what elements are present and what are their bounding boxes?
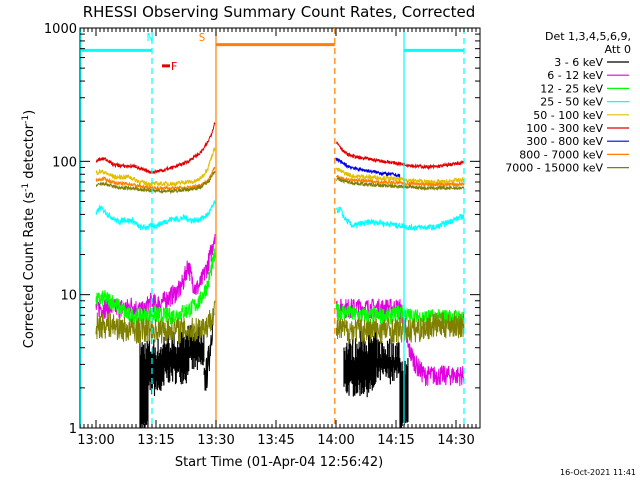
- legend-header-attenuator: Att 0: [605, 43, 631, 56]
- series-line: [335, 157, 401, 178]
- x-tick-label: 13:15: [137, 433, 174, 448]
- axis-layer: 13:00 13:15 13:30 13:45 14:00 14:15 14:30 1 10 10…: [44, 22, 481, 448]
- series-k8-low: [95, 300, 465, 345]
- series-k0: [203, 308, 215, 391]
- series-k8: [95, 170, 465, 195]
- legend-entry-label: 50 - 100 keV: [533, 109, 603, 122]
- y-axis-label-end: ): [22, 110, 37, 115]
- series-line: [203, 308, 215, 391]
- annotation-n: N: [147, 31, 154, 44]
- y-tick-label: 100: [52, 155, 77, 170]
- legend-entry-label: 6 - 12 keV: [547, 69, 603, 82]
- y-tick-label: 10: [60, 289, 77, 304]
- annotation-f: F: [171, 60, 178, 73]
- legend-entry-label: 7000 - 15000 keV: [505, 162, 603, 175]
- legend-entry-label: 3 - 6 keV: [554, 56, 603, 69]
- footer-timestamp: 16-Oct-2021 11:41: [560, 468, 636, 477]
- legend-entry-label: 100 - 300 keV: [526, 122, 603, 135]
- series-layer: [95, 122, 465, 428]
- series-k2: [95, 248, 465, 327]
- annotation-s: S: [199, 31, 206, 44]
- chart-title: RHESSI Observing Summary Count Rates, Co…: [83, 3, 476, 21]
- legend-header-detectors: Det 1,3,4,5,6,9,: [545, 30, 631, 43]
- x-tick-label: 13:30: [197, 433, 234, 448]
- x-tick-label: 13:45: [257, 433, 294, 448]
- y-tick-label: 1000: [44, 22, 77, 37]
- series-line: [95, 122, 465, 175]
- y-axis-label: Corrected Count Rate (s-1 detector-1): [21, 110, 37, 348]
- x-axis-label: Start Time (01-Apr-04 12:56:42): [175, 455, 383, 470]
- x-tick-label: 14:30: [437, 433, 474, 448]
- legend-entry-label: 12 - 25 keV: [540, 82, 603, 95]
- series-k6: [335, 157, 401, 178]
- overlay-layer: N S F: [80, 28, 465, 428]
- series-line: [95, 300, 465, 345]
- x-tick-label: 13:00: [77, 433, 114, 448]
- series-3-6kev-blocks: [139, 324, 409, 428]
- series-k5: [95, 122, 465, 175]
- series-k4: [95, 147, 465, 188]
- y-axis-label-mid: detector: [22, 123, 37, 183]
- y-axis-label-sup2: -1: [21, 115, 31, 124]
- series-line: [95, 248, 465, 327]
- series-line: [95, 147, 465, 188]
- x-tick-label: 14:00: [317, 433, 354, 448]
- series-line: [95, 166, 465, 192]
- y-tick-label: 1: [69, 422, 77, 437]
- y-axis-label-main: Corrected Count Rate (s: [22, 192, 37, 349]
- x-tick-label: 14:15: [377, 433, 414, 448]
- legend-entry-label: 800 - 7000 keV: [519, 148, 603, 161]
- legend-entry-label: 25 - 50 keV: [540, 96, 603, 109]
- series-line: [95, 170, 465, 195]
- y-axis-label-sup1: -1: [21, 183, 31, 192]
- series-k7: [95, 166, 465, 192]
- legend-entry-label: 300 - 800 keV: [526, 135, 603, 148]
- series-line: [95, 199, 465, 232]
- series-k3: [95, 199, 465, 232]
